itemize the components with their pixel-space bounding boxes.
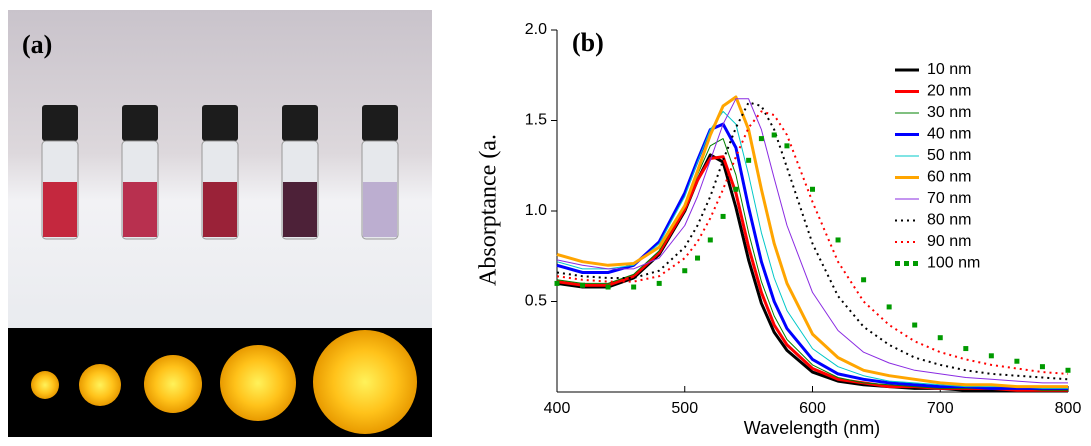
data-point — [1014, 358, 1020, 364]
data-point — [682, 268, 688, 274]
data-point — [784, 143, 790, 149]
x-tick-label: 400 — [544, 400, 571, 417]
legend-label: 100 nm — [927, 255, 980, 272]
x-tick-label: 500 — [671, 400, 698, 417]
legend-label: 10 nm — [927, 61, 971, 78]
x-tick-label: 700 — [927, 400, 954, 417]
legend-swatch — [895, 261, 900, 266]
legend-label: 40 nm — [927, 126, 971, 143]
series-line — [556, 95, 1068, 389]
data-point — [1065, 367, 1071, 373]
data-point — [631, 284, 637, 290]
legend-label: 70 nm — [927, 190, 971, 207]
data-point — [720, 213, 726, 219]
series-line — [556, 110, 1069, 375]
data-point — [988, 353, 994, 359]
y-tick-label: 0.5 — [525, 293, 547, 310]
panel-label: (a) — [22, 30, 52, 59]
data-point — [758, 136, 764, 142]
data-point — [746, 157, 752, 163]
data-point — [1039, 364, 1045, 370]
data-point — [937, 335, 943, 341]
data-point — [733, 186, 739, 192]
series-line — [556, 101, 1069, 381]
x-tick-label: 600 — [799, 400, 826, 417]
legend-label: 90 nm — [927, 233, 971, 250]
series-line — [556, 98, 1068, 384]
legend-swatch — [904, 261, 909, 266]
data-point — [912, 322, 918, 328]
legend-label: 20 nm — [927, 83, 971, 100]
legend-label: 30 nm — [927, 104, 971, 121]
x-tick-label: 800 — [1055, 400, 1082, 417]
legend-label: 60 nm — [927, 169, 971, 186]
photo-panel: (a) — [8, 10, 432, 437]
legend-label: 50 nm — [927, 147, 971, 164]
y-tick-label: 2.0 — [525, 21, 547, 38]
data-point — [861, 277, 867, 283]
data-point — [810, 186, 815, 192]
y-tick-label: 1.5 — [525, 112, 547, 129]
series-line — [556, 110, 1068, 389]
data-point — [695, 255, 701, 261]
data-point — [886, 304, 892, 310]
vials — [41, 105, 399, 240]
particles — [31, 330, 417, 434]
data-point — [605, 284, 611, 290]
data-point — [580, 282, 586, 288]
data-point — [707, 237, 713, 243]
data-point — [835, 237, 841, 243]
data-point — [554, 280, 560, 286]
series-line — [556, 138, 1068, 391]
data-point — [963, 346, 969, 352]
legend-label: 80 nm — [927, 212, 971, 229]
data-point — [771, 132, 777, 138]
panel-label: (b) — [572, 28, 604, 57]
data-point — [656, 280, 662, 286]
legend-swatch — [913, 261, 918, 266]
x-axis-label: Wavelength (nm) — [744, 418, 880, 438]
y-tick-label: 1.0 — [525, 202, 547, 219]
y-axis-label: Absorptance (a. — [476, 134, 502, 286]
